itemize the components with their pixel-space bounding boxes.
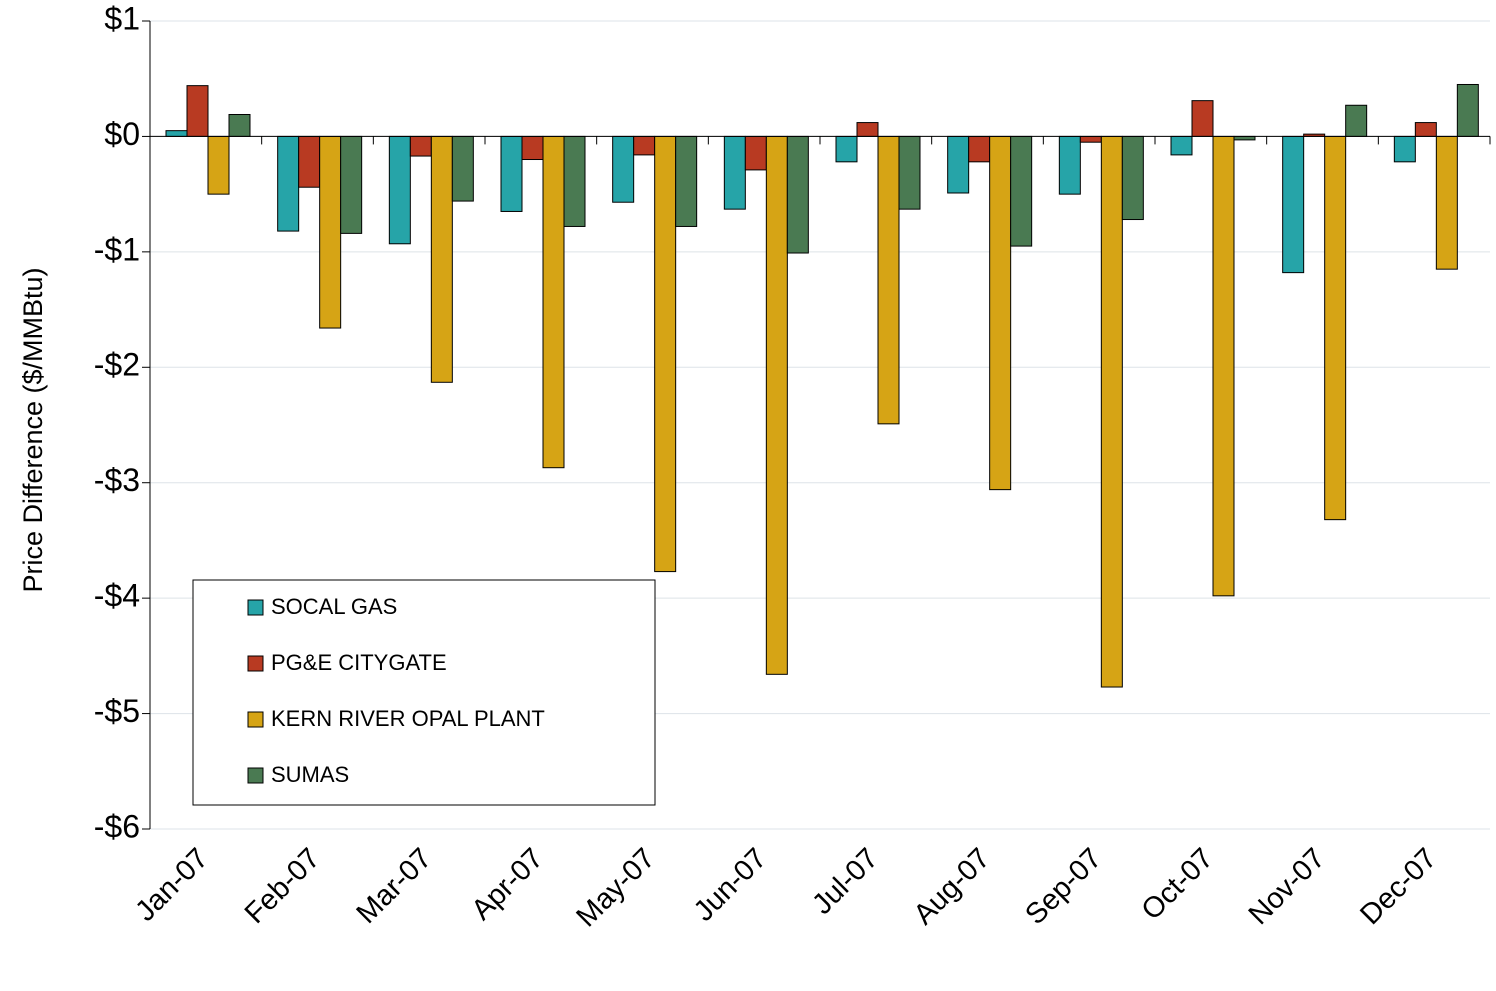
bar [277,135,300,232]
bar [835,135,858,163]
legend-swatch [247,655,264,672]
bar [1212,135,1235,597]
bar [500,135,523,212]
legend-swatch [247,767,264,784]
legend-swatch [247,599,264,616]
bar [633,135,656,156]
x-tick-label: Apr-07 [466,842,550,926]
bar [298,135,321,188]
x-tick-label: Aug-07 [908,842,997,931]
x-tick-label: Mar-07 [351,842,439,930]
bar [340,135,363,234]
y-axis-label: Price Difference ($/MMBtu) [18,267,48,592]
bar [1010,135,1033,247]
bar [1121,135,1144,221]
bar [1100,135,1123,688]
x-tick-label: Jul-07 [806,842,884,920]
bar [1058,135,1081,195]
bar [1079,135,1102,143]
bar [207,135,230,195]
bar [1233,135,1256,141]
y-tick-label: -$5 [94,693,140,729]
bar [1282,135,1305,274]
bar [675,135,698,227]
bar [856,122,879,137]
bar [723,135,746,210]
x-tick-label: Oct-07 [1136,842,1220,926]
bar [563,135,586,227]
bar [1456,83,1479,137]
bar [877,135,900,425]
legend-label: SUMAS [271,762,349,787]
legend-label: PG&E CITYGATE [271,650,447,675]
bar [898,135,921,210]
bar [1170,135,1193,156]
legend-swatch [247,711,264,728]
bar [654,135,677,573]
legend: SOCAL GAS PG&E CITYGATE KERN RIVER OPAL PL… [192,579,656,806]
bar [968,135,991,163]
bar [542,135,565,469]
bar [765,135,788,675]
bar [1414,122,1437,137]
bar [1345,104,1368,137]
bar [388,135,411,245]
y-tick-label: -$1 [94,231,140,267]
bar [1324,135,1347,521]
x-tick-label: May-07 [570,842,661,933]
bar [989,135,1012,491]
y-tick-label: $0 [104,116,140,152]
bar [228,113,251,137]
x-tick-label: Jan-07 [129,842,214,927]
y-tick-label: -$2 [94,347,140,383]
x-tick-label: Feb-07 [239,842,327,930]
y-tick-label: -$3 [94,462,140,498]
bar [451,135,474,202]
bar [165,130,188,137]
bar [186,85,209,137]
bar [786,135,809,254]
y-tick-label: $1 [104,0,140,36]
bar [409,135,432,157]
bar [744,135,767,171]
legend-label: KERN RIVER OPAL PLANT [271,706,545,731]
bar [947,135,970,194]
y-tick-label: -$6 [94,808,140,844]
x-tick-label: Jun-07 [688,842,773,927]
bar [1435,135,1458,270]
bar [521,135,544,161]
bar [430,135,453,383]
x-tick-label: Dec-07 [1354,842,1443,931]
bar [612,135,635,203]
y-tick-label: -$4 [94,578,140,614]
bar [1393,135,1416,163]
x-tick-label: Sep-07 [1019,842,1108,931]
bar [1191,100,1214,137]
legend-box [192,579,656,806]
legend-label: SOCAL GAS [271,594,397,619]
bar [319,135,342,329]
x-tick-label: Nov-07 [1243,842,1332,931]
